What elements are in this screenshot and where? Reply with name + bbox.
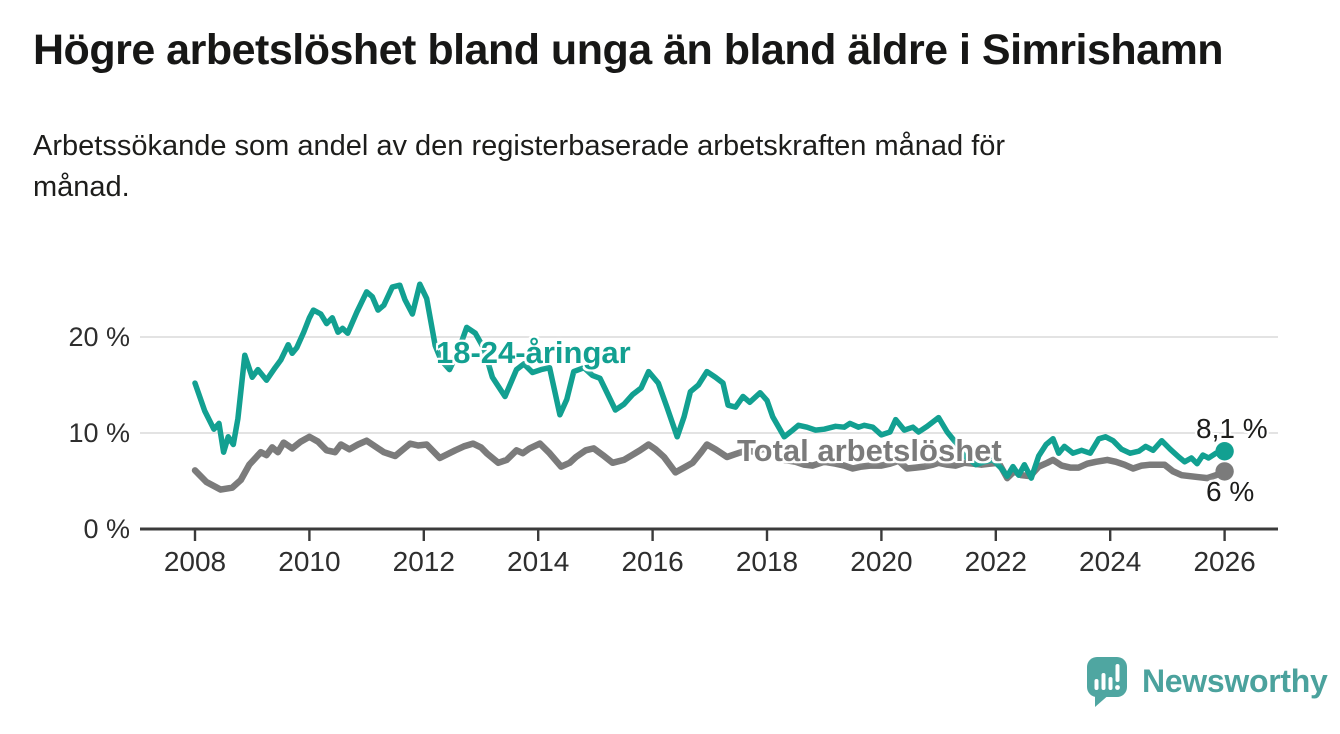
y-tick-label-10: 10 % <box>68 418 130 448</box>
page-subtitle: Arbetssökande som andel av den registerb… <box>33 126 1253 207</box>
series-label-total: Total arbetslöshet <box>737 433 1002 468</box>
subtitle-line-1: Arbetssökande som andel av den registerb… <box>33 130 1006 162</box>
series-line-total <box>191 433 1228 493</box>
newsworthy-speech-bubble-icon <box>1087 657 1127 707</box>
x-tick-label-2024: 2024 <box>1079 546 1141 577</box>
x-tick-label-2018: 2018 <box>736 546 798 577</box>
y-tick-label-20: 20 % <box>68 322 130 352</box>
y-tick-label-0: 0 % <box>83 514 130 544</box>
x-tick-label-2010: 2010 <box>278 546 340 577</box>
x-tick-label-2016: 2016 <box>621 546 683 577</box>
x-tick-label-2026: 2026 <box>1193 546 1255 577</box>
x-tick-label-2012: 2012 <box>393 546 455 577</box>
series-line-youth <box>192 281 1228 481</box>
series-label-youth: 18-24-åringar <box>436 335 631 370</box>
end-value-label-total: 6 % <box>1206 476 1255 507</box>
series-end-dot-total <box>1215 462 1234 481</box>
subtitle-line-2: månad. <box>33 170 130 203</box>
page-title: Högre arbetslöshet bland unga än bland ä… <box>33 26 1224 74</box>
x-tick-label-2020: 2020 <box>850 546 912 577</box>
end-value-label-youth: 8,1 % <box>1196 413 1268 444</box>
x-tick-label-2022: 2022 <box>965 546 1027 577</box>
newsworthy-logo: Newsworthy <box>1085 655 1328 707</box>
series-end-dot-youth <box>1215 442 1234 461</box>
newsworthy-logo-text: Newsworthy <box>1142 662 1328 699</box>
x-tick-label-2008: 2008 <box>164 546 226 577</box>
x-tick-label-2014: 2014 <box>507 546 569 577</box>
gridlines <box>140 336 1278 434</box>
series-lines <box>191 281 1234 493</box>
axes: 2008 2010 2012 2014 2016 2018 2020 2022 2024 2026… <box>68 322 1278 577</box>
